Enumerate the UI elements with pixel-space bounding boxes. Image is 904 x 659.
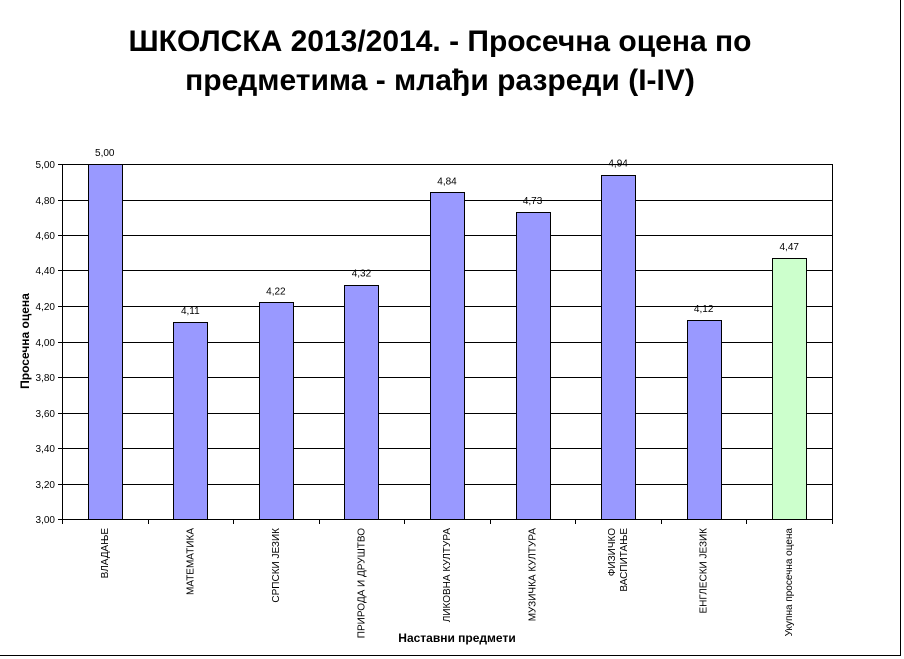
bar — [687, 320, 722, 520]
y-tick-label: 4,00 — [36, 338, 56, 349]
y-tick-label: 4,20 — [36, 302, 56, 313]
chart-title-line-2: предметима - млађи разреди (I-IV) — [185, 64, 695, 97]
bar — [88, 164, 123, 520]
axes — [58, 164, 833, 524]
data-label: 4,12 — [694, 304, 714, 315]
bar — [430, 192, 465, 520]
y-axis-title: Просечна оцена — [18, 293, 32, 389]
y-tick-label: 3,40 — [36, 444, 56, 455]
data-label: 4,84 — [437, 176, 457, 187]
x-axis-title: Наставни предмети — [398, 631, 515, 645]
category-label-line: ЛИКОВНА КУЛТУРА — [442, 528, 453, 623]
category-label-line: ВАСПИТАЊЕ — [619, 528, 630, 592]
bar — [772, 258, 807, 520]
y-tick-label: 3,00 — [36, 515, 56, 526]
data-label: 4,22 — [266, 286, 286, 297]
bar — [173, 322, 208, 520]
chart-title: ШКОЛСКА 2013/2014. - Просечна оцена по п… — [60, 22, 820, 100]
data-label: 4,11 — [181, 306, 200, 317]
category-label: МУЗИЧКА КУЛТУРА — [528, 528, 539, 622]
y-tick-label: 3,20 — [36, 480, 56, 491]
y-tick-label: 4,60 — [36, 231, 56, 242]
category-label-line: МУЗИЧКА КУЛТУРА — [528, 528, 539, 622]
category-label-line: МАТЕМАТИКА — [185, 528, 196, 595]
category-label-line: СРПСКИ ЈЕЗИК — [271, 528, 282, 603]
category-label-line: ВЛАДАЊЕ — [100, 528, 111, 579]
bar — [601, 175, 636, 520]
data-label: 4,47 — [779, 242, 799, 253]
category-label: ПРИРОДА И ДРУШТВО — [356, 528, 367, 638]
y-tick-label: 5,00 — [36, 160, 56, 171]
category-label: Укупна просечна оцена — [784, 528, 795, 637]
data-label: 4,32 — [352, 269, 372, 280]
category-label-line: ПРИРОДА И ДРУШТВО — [356, 528, 367, 638]
y-tick-labels: 3,00 3,20 3,40 3,60 3,80 4,00 4,20 4,40 4,60 4,80… — [36, 160, 56, 526]
category-label-line: ФИЗИЧКО — [607, 528, 618, 576]
bar — [344, 285, 379, 520]
category-label-line: ЕНГЛЕСКИ ЈЕЗИК — [699, 528, 710, 614]
bar — [259, 302, 294, 520]
y-tick-label: 3,60 — [36, 409, 56, 420]
y-tick-label: 4,40 — [36, 266, 56, 277]
category-label: ЕНГЛЕСКИ ЈЕЗИК — [699, 528, 710, 614]
category-labels: ВЛАДАЊЕ МАТЕМАТИКА СРПСКИ ЈЕЗИК ПРИРОДА И Д… — [100, 528, 795, 639]
bars — [88, 164, 807, 520]
data-labels: 5,00 4,11 4,22 4,32 4,84 4,73 4,94 4,12 4,47 — [95, 148, 799, 317]
category-label: МАТЕМАТИКА — [185, 528, 196, 595]
category-label: ВЛАДАЊЕ — [100, 528, 111, 579]
data-label: 4,73 — [523, 196, 543, 207]
category-label: ЛИКОВНА КУЛТУРА — [442, 528, 453, 623]
category-label-line: Укупна просечна оцена — [784, 528, 795, 637]
chart-title-line-1: ШКОЛСКА 2013/2014. - Просечна оцена по — [128, 25, 752, 58]
y-tick-label: 3,80 — [36, 373, 56, 384]
data-label: 5,00 — [95, 148, 115, 159]
y-tick-label: 4,80 — [36, 196, 56, 207]
data-label: 4,94 — [608, 159, 628, 170]
bar — [516, 212, 551, 520]
category-label: ФИЗИЧКО ВАСПИТАЊЕ — [607, 528, 630, 592]
category-label: СРПСКИ ЈЕЗИК — [271, 528, 282, 603]
